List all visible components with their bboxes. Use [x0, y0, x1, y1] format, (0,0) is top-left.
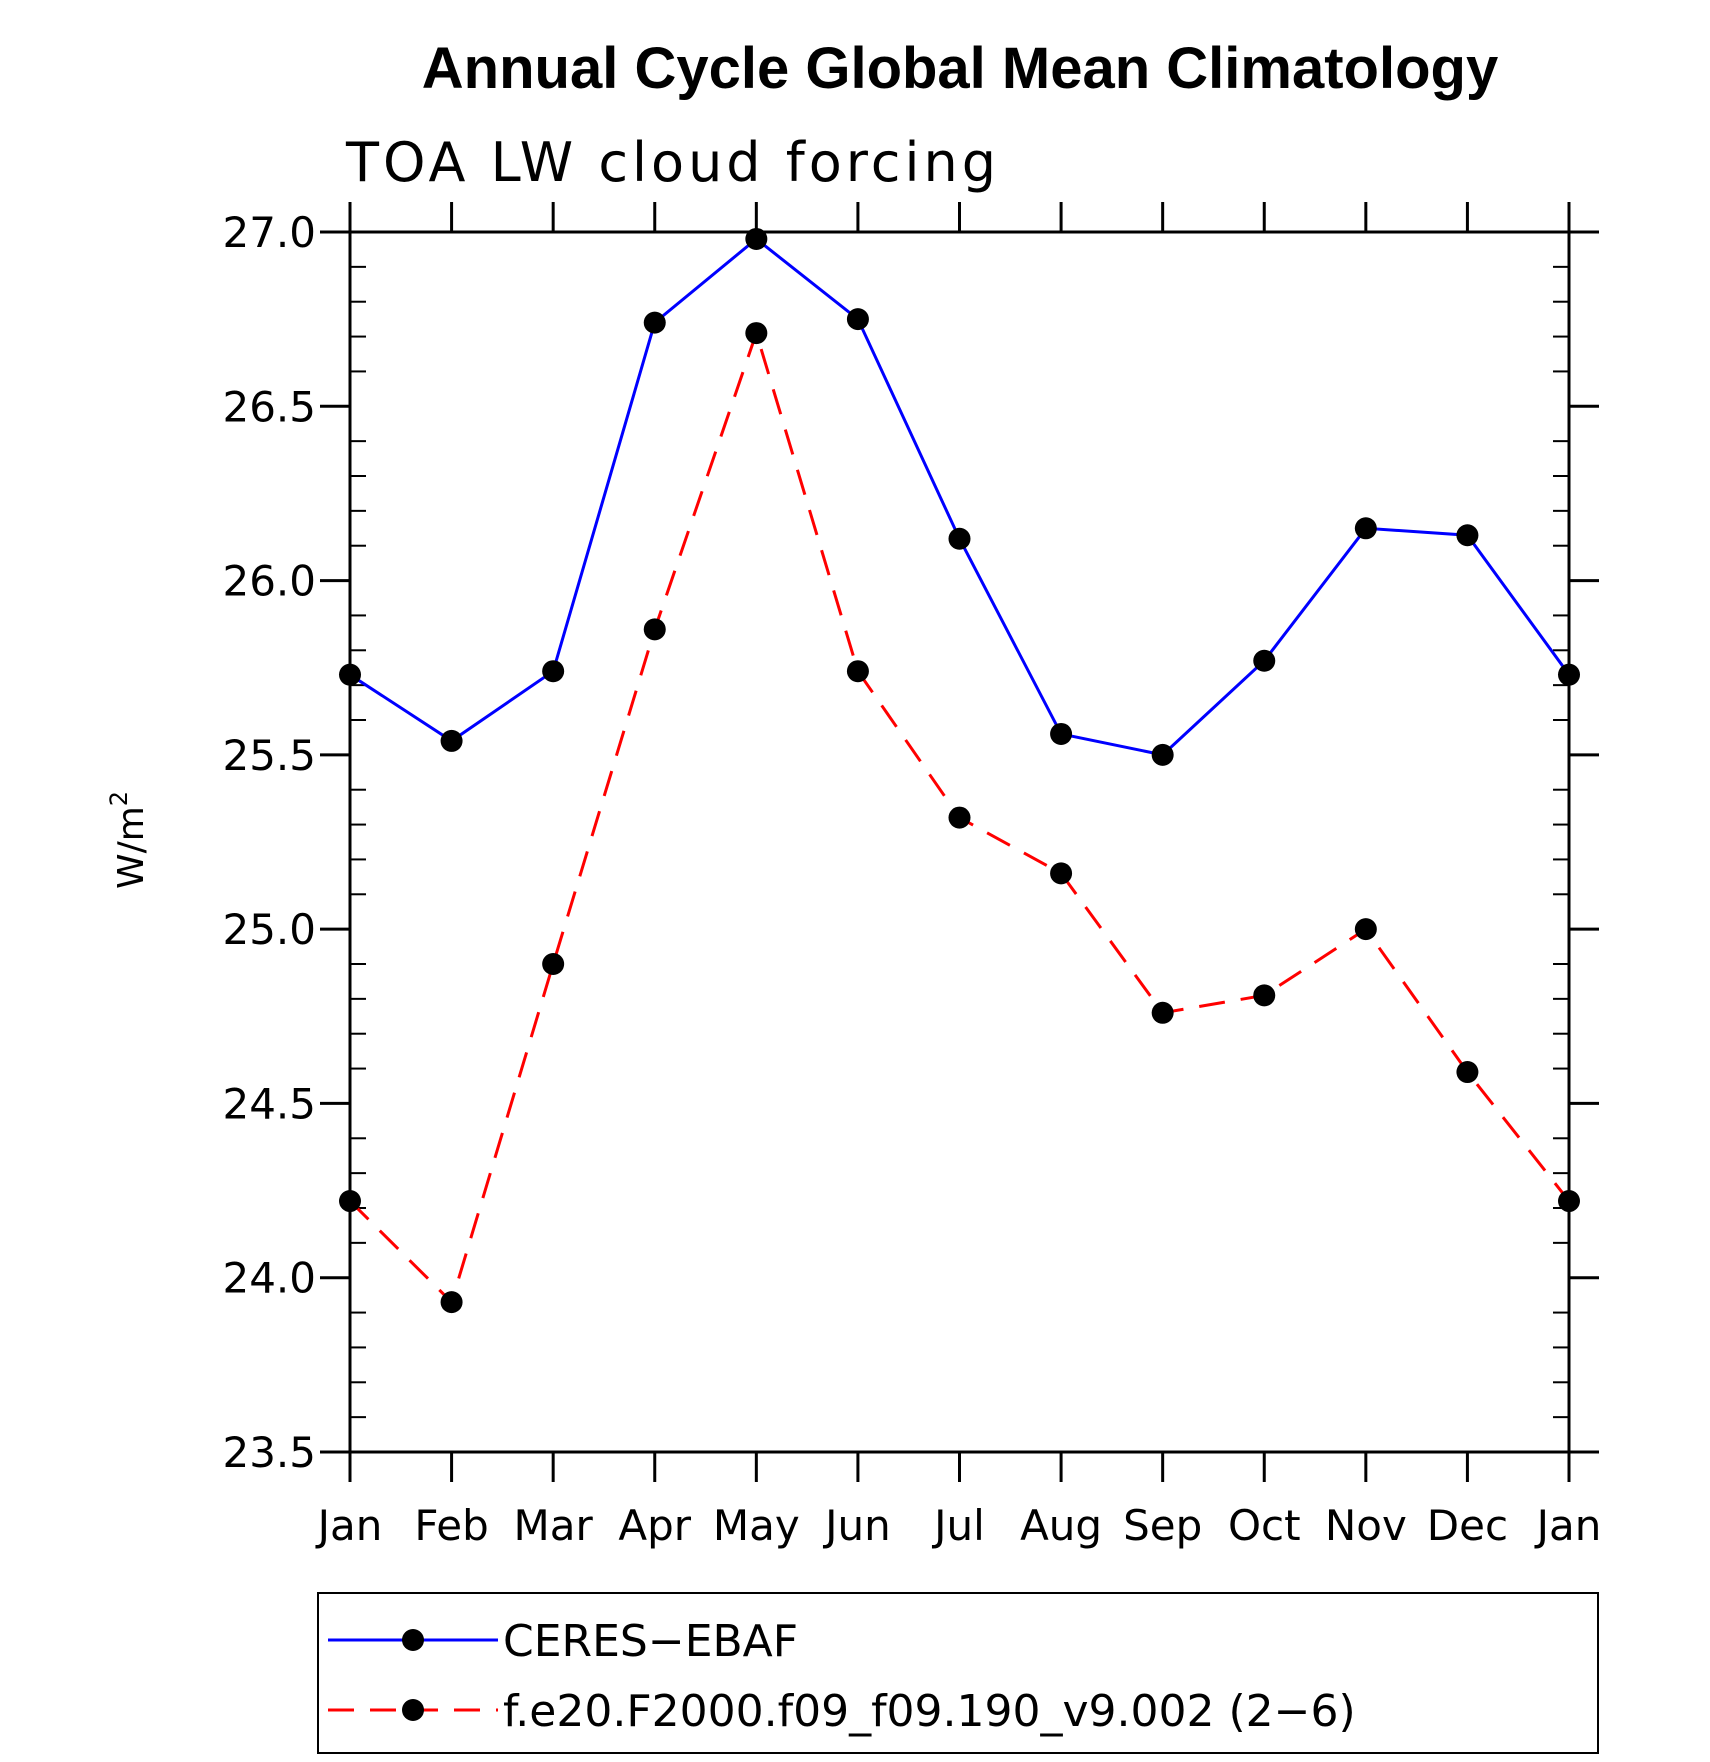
series-0-point: [339, 663, 361, 686]
series-1-point: [339, 1190, 361, 1213]
legend-marker-model: [402, 1699, 424, 1721]
y-tick-label: 24.5: [222, 1079, 316, 1128]
legend-box: [317, 1592, 1599, 1754]
y-axis-label: W/m2: [105, 791, 152, 889]
x-tick-label: May: [713, 1501, 800, 1550]
y-tick-label: 25.5: [222, 731, 316, 780]
series-1-point: [1354, 918, 1377, 941]
x-tick-label: Oct: [1228, 1501, 1301, 1550]
series-1-point: [846, 660, 869, 683]
x-tick-label: Aug: [1020, 1501, 1102, 1550]
series-1-point: [1151, 1001, 1174, 1024]
legend-marker-ceres: [402, 1629, 424, 1651]
y-axis-label-sup: 2: [105, 791, 133, 806]
series-line-0: [349, 237, 1571, 757]
legend-label-ceres: CERES−EBAF: [503, 1616, 798, 1667]
series-0-point: [1558, 663, 1580, 686]
series-1-point: [1456, 1061, 1479, 1084]
x-tick-label: Jun: [822, 1501, 891, 1550]
x-tick-label: Feb: [414, 1501, 488, 1550]
series-0-point: [745, 227, 768, 250]
series-0-point: [846, 308, 869, 331]
x-tick-label: Jul: [931, 1501, 985, 1550]
series-1-point: [1050, 862, 1073, 885]
series-0-point: [1151, 743, 1174, 766]
x-tick-label: Apr: [618, 1501, 691, 1550]
y-axis-label-base: W/m: [111, 806, 152, 889]
series-0-point: [1253, 649, 1276, 672]
series-layer: [339, 227, 1580, 1314]
series-1-point: [440, 1291, 463, 1314]
series-1-point: [643, 618, 666, 641]
series-1-point: [1558, 1190, 1580, 1213]
series-0-point: [1354, 517, 1377, 540]
y-tick-labels: 23.5 24.0 24.5 25.0 25.5 26.0 26.5 27.0: [222, 208, 316, 1477]
legend: CERES−EBAF f.e20.F2000.f09_f09.190_v9.00…: [317, 1592, 1599, 1754]
y-tick-label: 24.0: [222, 1254, 316, 1303]
chart-subtitle: TOA LW cloud forcing: [345, 131, 1000, 194]
x-tick-label: Jan: [1534, 1501, 1602, 1550]
series-0-point: [643, 311, 666, 334]
x-tick-label: Nov: [1325, 1501, 1407, 1550]
series-1-point: [1253, 984, 1276, 1007]
series-0-point: [542, 660, 565, 683]
legend-label-model: f.e20.F2000.f09_f09.190_v9.002 (2−6): [503, 1686, 1356, 1737]
series-0-point: [1050, 722, 1073, 745]
y-tick-label: 23.5: [222, 1428, 316, 1477]
x-tick-label: Sep: [1123, 1501, 1202, 1550]
series-1-point: [948, 806, 971, 829]
series-0-point: [440, 729, 463, 752]
y-tick-label: 26.5: [222, 382, 316, 431]
svg-text:W/m2: W/m2: [105, 791, 152, 889]
series-0-point: [1456, 524, 1479, 547]
y-tick-label: 25.0: [222, 905, 316, 954]
chart-title: Annual Cycle Global Mean Climatology: [422, 36, 1498, 101]
series-1-point: [542, 953, 565, 975]
series-1-point: [745, 322, 768, 345]
x-tick-labels: Jan Feb Mar Apr May Jun Jul Aug Sep Oct Nov Dec Jan: [315, 1501, 1602, 1550]
axis-ticks: [320, 202, 1599, 1482]
x-tick-label: Mar: [514, 1501, 594, 1550]
y-tick-label: 26.0: [222, 557, 316, 606]
y-tick-label: 27.0: [222, 208, 316, 257]
x-tick-label: Jan: [315, 1501, 383, 1550]
plot-frame: [348, 230, 1571, 1454]
x-tick-label: Dec: [1427, 1501, 1508, 1550]
series-0-point: [948, 527, 971, 550]
